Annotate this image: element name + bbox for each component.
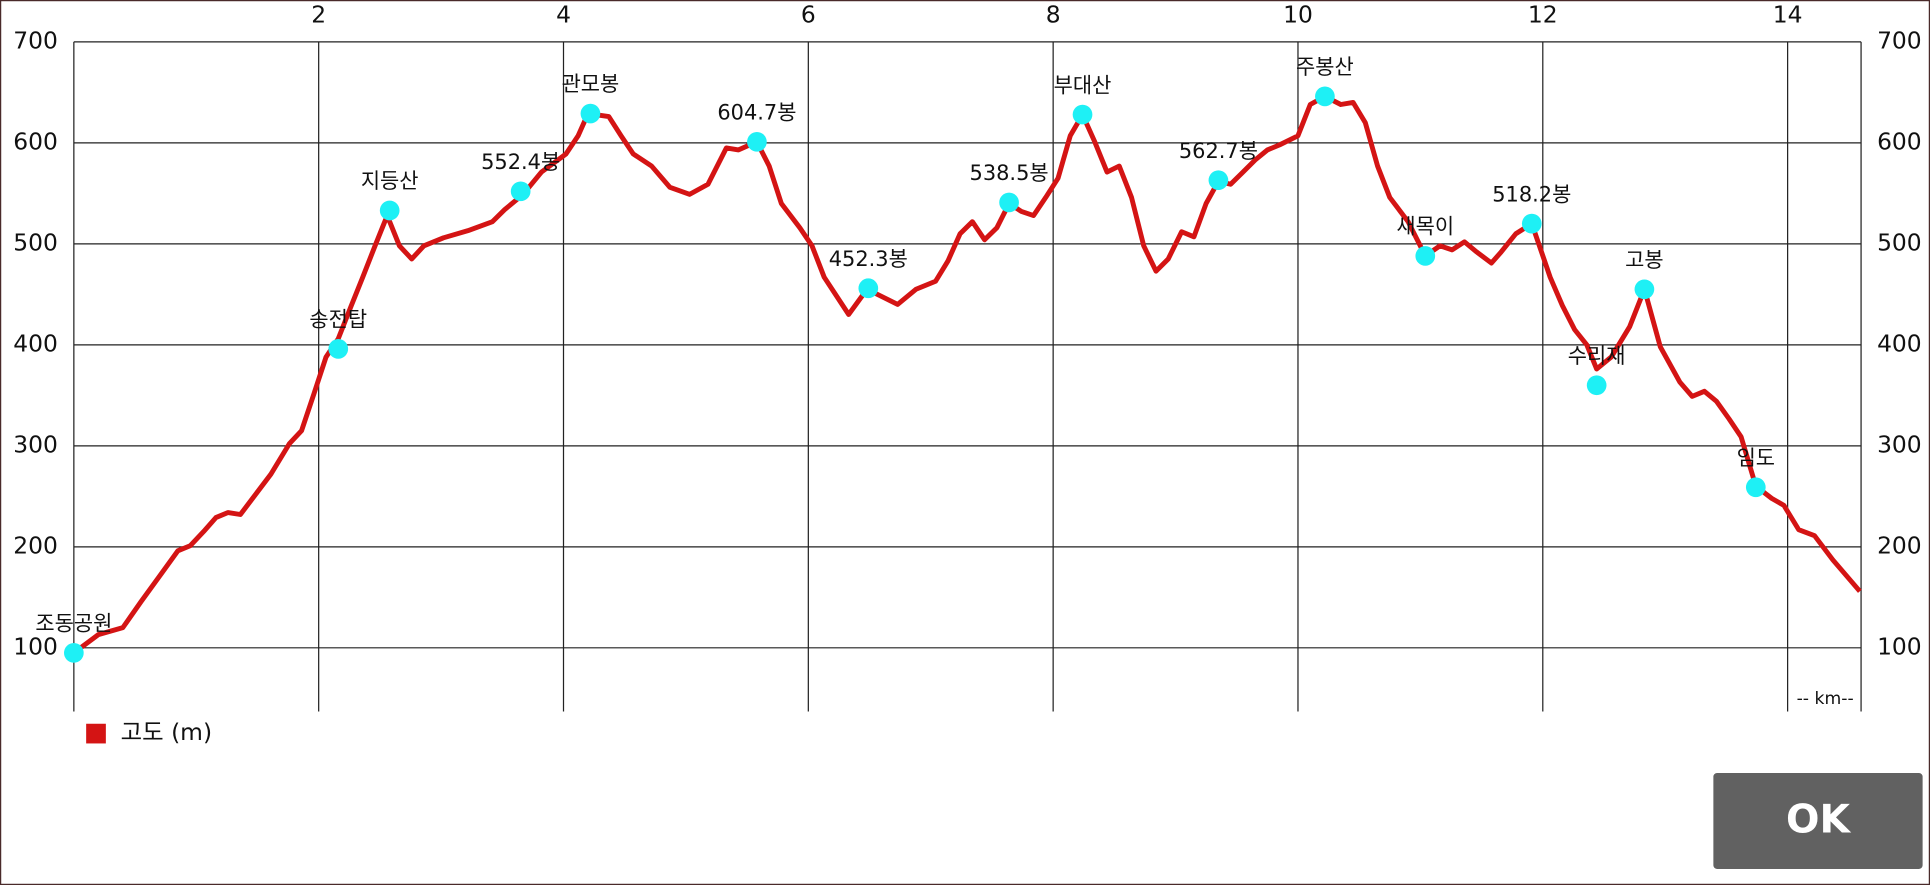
legend-swatch [86,723,106,744]
y2-tick-label: 200 [1877,531,1922,559]
x-tick-label: 14 [1773,1,1803,29]
waypoint-label: 부대산 [1054,73,1112,97]
y2-tick-label: 400 [1877,329,1922,357]
ok-button[interactable]: OK [1713,772,1923,869]
y2-tick-label: 500 [1877,228,1922,256]
waypoint-marker [1586,375,1607,396]
waypoint-marker [747,131,767,152]
y-tick-label: 100 [13,632,58,660]
y-tick-label: 500 [13,228,58,256]
waypoint-label: 지등산 [361,169,419,193]
waypoint-label: 552.4봉 [481,150,560,174]
waypoint-marker [1072,104,1093,125]
x-tick-label: 12 [1528,1,1558,29]
waypoint-marker [1745,477,1766,498]
y-tick-label: 200 [13,531,58,559]
waypoint-marker [1521,213,1542,234]
x-tick-label: 6 [801,1,816,29]
waypoint-label: 주봉산 [1296,55,1354,79]
waypoint-label: 수리재 [1568,344,1626,368]
waypoint-marker [580,103,601,124]
y-tick-label: 300 [13,430,58,458]
y2-tick-label: 100 [1877,632,1922,660]
elevation-line [72,93,1862,655]
waypoint-label: 관모봉 [562,72,620,96]
waypoint-label: 538.5봉 [970,161,1049,185]
waypoint-marker [1415,246,1436,266]
waypoint-label: 604.7봉 [717,101,796,125]
waypoint-label: 임도 [1737,446,1775,470]
x-tick-label: 8 [1046,1,1061,29]
x-axis-label: -- km-- [1797,689,1854,709]
waypoint-label: 조동공원 [35,612,112,636]
waypoint-marker [858,278,879,299]
y-tick-label: 700 [13,26,58,54]
x-tick-label: 4 [556,1,571,29]
x-tick-label: 2 [311,1,326,29]
waypoint-marker [510,181,531,202]
waypoint-label: 518.2봉 [1492,182,1571,206]
button-bg[interactable] [1713,772,1923,869]
waypoint-label: 새목이 [1396,215,1454,239]
waypoint-label: 고봉 [1625,248,1663,272]
waypoint-label: 송전탑 [309,308,367,332]
waypoint-marker [999,192,1019,213]
y2-tick-label: 600 [1877,127,1922,155]
waypoint-label: 562.7봉 [1179,139,1258,163]
y2-tick-label: 300 [1877,430,1922,458]
waypoint-marker [379,200,400,221]
waypoint-label: 452.3봉 [829,247,908,271]
y2-tick-label: 700 [1877,26,1922,54]
legend-label: 고도 (m) [121,718,212,746]
waypoint-marker [1315,86,1335,107]
button-label[interactable]: OK [1786,797,1851,843]
y-tick-label: 600 [13,127,58,155]
waypoint-marker [1208,170,1229,191]
x-tick-label: 10 [1283,1,1313,29]
y-tick-label: 400 [13,329,58,357]
waypoint-marker [64,643,84,663]
waypoint-marker [328,339,349,359]
waypoint-marker [1634,279,1655,300]
